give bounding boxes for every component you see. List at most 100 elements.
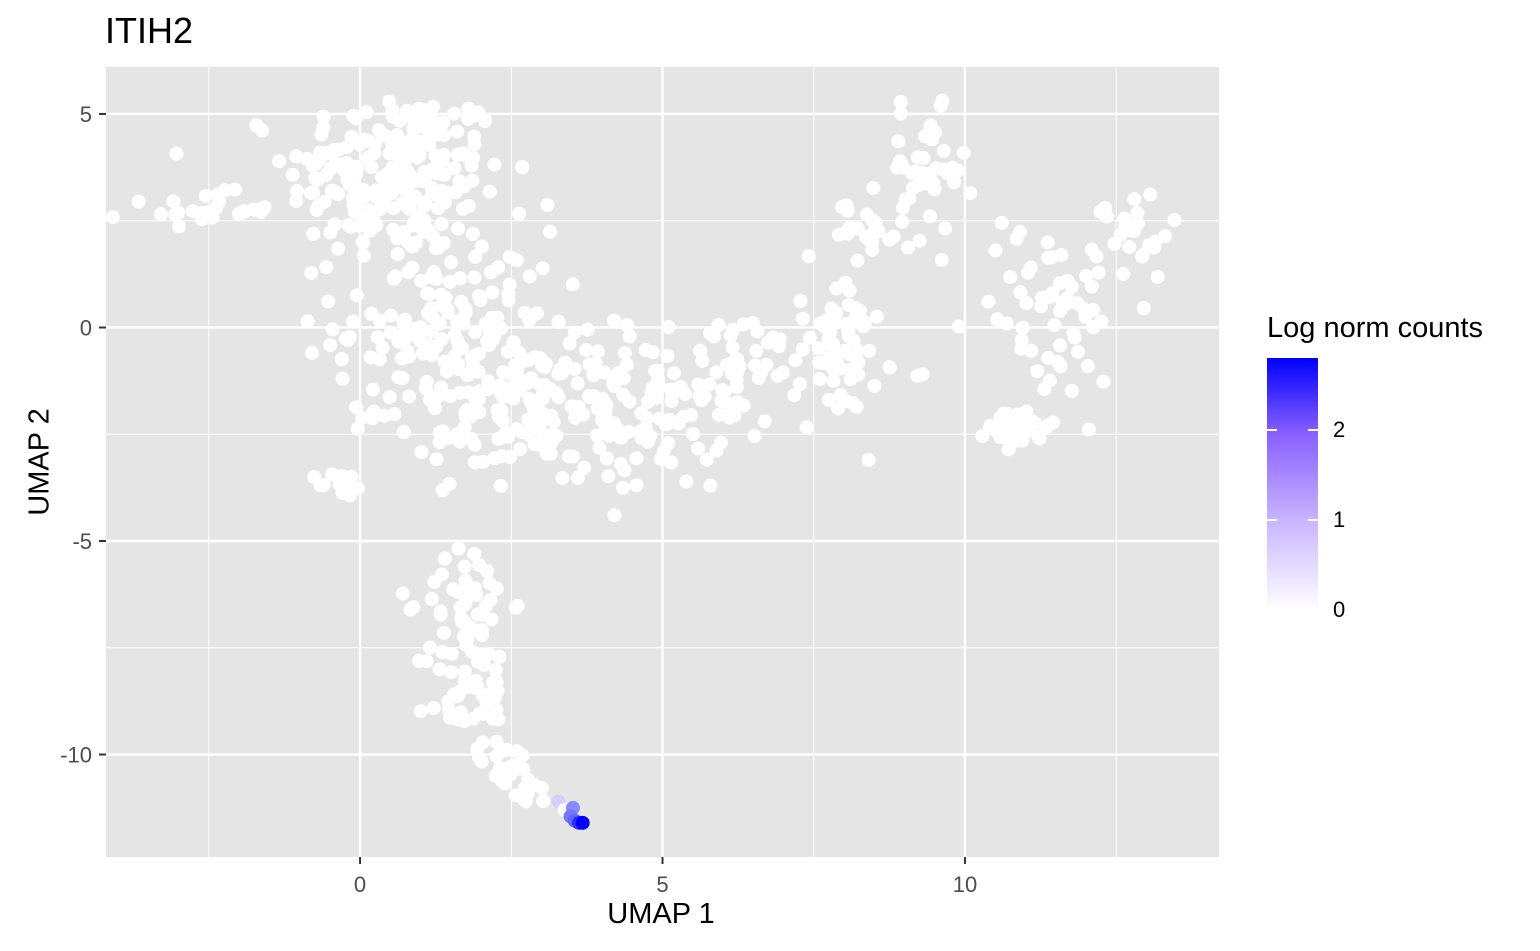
- cell-point: [729, 379, 744, 394]
- cell-point: [447, 161, 462, 176]
- legend-colorbar: [1267, 358, 1318, 610]
- y-tick-label: 0: [80, 315, 92, 340]
- cell-point: [601, 469, 616, 484]
- cell-point: [459, 637, 474, 652]
- cell-point: [722, 405, 737, 420]
- cell-point: [1122, 239, 1137, 254]
- cell-point: [428, 148, 443, 163]
- legend-tick-mark: [1267, 609, 1277, 611]
- cell-point: [498, 776, 513, 791]
- cell-point: [468, 673, 483, 688]
- cell-point: [465, 226, 480, 241]
- cell-point: [504, 759, 519, 774]
- cell-point: [935, 93, 950, 108]
- cell-point: [859, 207, 874, 222]
- cell-point: [695, 353, 710, 368]
- cell-point: [638, 343, 653, 358]
- cell-point: [444, 646, 459, 661]
- cell-point: [1143, 187, 1158, 202]
- cell-point: [619, 357, 634, 372]
- cell-point: [487, 157, 502, 172]
- cell-point: [420, 286, 435, 301]
- cell-point: [319, 260, 334, 275]
- legend-tick-mark: [1267, 429, 1277, 431]
- cell-point: [208, 200, 223, 215]
- cell-point: [392, 176, 407, 191]
- cell-point: [923, 209, 938, 224]
- cell-point: [1034, 299, 1049, 314]
- cell-point: [614, 430, 629, 445]
- cell-point: [411, 101, 426, 116]
- cell-point: [468, 586, 483, 601]
- cell-point: [460, 368, 475, 383]
- cell-point: [927, 182, 942, 197]
- cell-point: [321, 294, 336, 309]
- cell-point: [811, 341, 826, 356]
- cell-point: [391, 334, 406, 349]
- cell-point: [848, 311, 863, 326]
- cell-point: [703, 326, 718, 341]
- cell-point: [490, 683, 505, 698]
- cell-point: [867, 378, 882, 393]
- cell-point: [399, 103, 414, 118]
- cell-point: [905, 180, 920, 195]
- cell-point: [517, 305, 532, 320]
- cell-point: [455, 179, 470, 194]
- cell-point: [1053, 338, 1068, 353]
- cell-point: [510, 598, 525, 613]
- cell-point: [634, 406, 649, 421]
- cell-point: [429, 452, 444, 467]
- cell-point: [537, 360, 552, 375]
- cell-point: [1020, 265, 1035, 280]
- cell-point: [546, 427, 561, 442]
- cell-point: [289, 149, 304, 164]
- cell-point: [395, 586, 410, 601]
- cell-point: [567, 325, 582, 340]
- cell-point: [346, 198, 361, 213]
- cell-point: [474, 239, 489, 254]
- cell-point: [344, 130, 359, 145]
- cell-point: [417, 120, 432, 135]
- cell-point: [323, 338, 338, 353]
- cell-point: [590, 428, 605, 443]
- cell-point: [787, 388, 802, 403]
- legend-tick-mark: [1308, 429, 1318, 431]
- cell-point: [851, 367, 866, 382]
- cell-point: [1127, 192, 1142, 207]
- cell-point: [1148, 234, 1163, 249]
- cell-point: [405, 260, 420, 275]
- cell-point: [429, 159, 444, 174]
- cell-point: [460, 403, 475, 418]
- cell-point: [364, 306, 379, 321]
- cell-point: [717, 384, 732, 399]
- cell-point: [599, 451, 614, 466]
- cell-point: [427, 401, 442, 416]
- cell-point: [956, 145, 971, 160]
- cell-point: [678, 386, 693, 401]
- cell-point: [169, 146, 184, 161]
- cell-point: [471, 346, 486, 361]
- cell-point: [457, 559, 472, 574]
- cell-point: [314, 127, 329, 142]
- cell-point: [691, 377, 706, 392]
- cell-point: [426, 701, 441, 716]
- data-points: [105, 93, 1182, 830]
- cell-point: [382, 390, 397, 405]
- cell-point: [890, 160, 905, 175]
- cell-point: [494, 449, 509, 464]
- cell-point: [475, 628, 490, 643]
- cell-point: [436, 115, 451, 130]
- cell-point: [363, 350, 378, 365]
- cell-point: [422, 640, 437, 655]
- cell-point: [1064, 383, 1079, 398]
- cell-point: [437, 127, 452, 142]
- cell-point: [398, 195, 413, 210]
- cell-point: [822, 350, 837, 365]
- cell-point: [388, 269, 403, 284]
- cell-point: [528, 350, 543, 365]
- cell-point: [426, 229, 441, 244]
- y-axis-title: UMAP 2: [23, 408, 56, 516]
- cell-point: [999, 316, 1014, 331]
- cell-point: [484, 612, 499, 627]
- cell-point: [714, 435, 729, 450]
